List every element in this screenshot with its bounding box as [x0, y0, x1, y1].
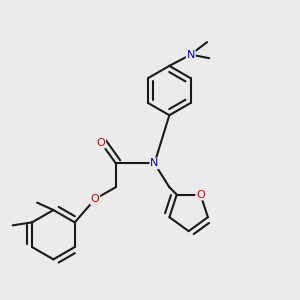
Text: O: O [91, 194, 99, 204]
Text: N: N [150, 158, 159, 168]
Text: N: N [187, 50, 195, 60]
Text: O: O [196, 190, 205, 200]
Text: O: O [97, 138, 105, 148]
